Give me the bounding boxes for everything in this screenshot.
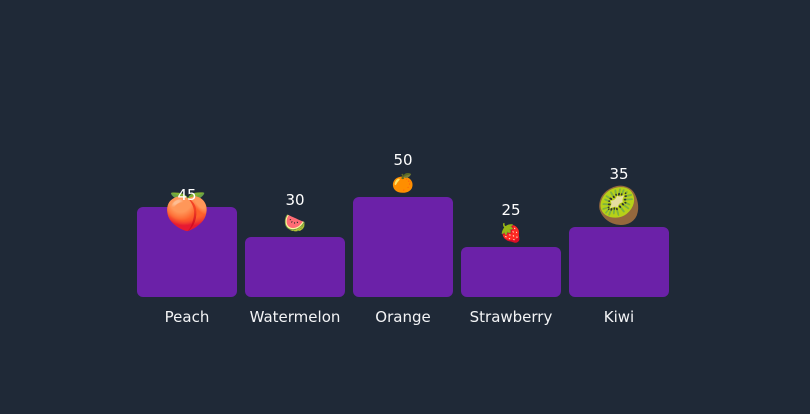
value-label-watermelon: 30 xyxy=(285,191,305,209)
value-label-strawberry: 25 xyxy=(501,201,521,219)
category-label-peach: Peach xyxy=(164,308,210,326)
watermelon-icon: 🍉 xyxy=(283,213,307,234)
category-label-orange: Orange xyxy=(375,308,431,326)
category-label-kiwi: Kiwi xyxy=(603,308,635,326)
bar-watermelon[interactable] xyxy=(245,237,345,297)
bar-kiwi[interactable] xyxy=(569,227,669,297)
strawberry-icon: 🍓 xyxy=(499,223,523,244)
value-label-orange: 50 xyxy=(393,151,413,169)
bar-orange[interactable] xyxy=(353,197,453,297)
category-label-strawberry: Strawberry xyxy=(469,308,553,326)
kiwi-icon: 🥝 xyxy=(596,186,642,227)
value-label-kiwi: 35 xyxy=(609,165,629,183)
value-label-peach: 45 xyxy=(177,186,197,204)
bar-peach[interactable] xyxy=(137,207,237,297)
peach-icon: 🍑 xyxy=(164,192,210,233)
bar-strawberry[interactable] xyxy=(461,247,561,297)
orange-icon: 🍊 xyxy=(391,173,415,194)
category-label-watermelon: Watermelon xyxy=(249,308,341,326)
